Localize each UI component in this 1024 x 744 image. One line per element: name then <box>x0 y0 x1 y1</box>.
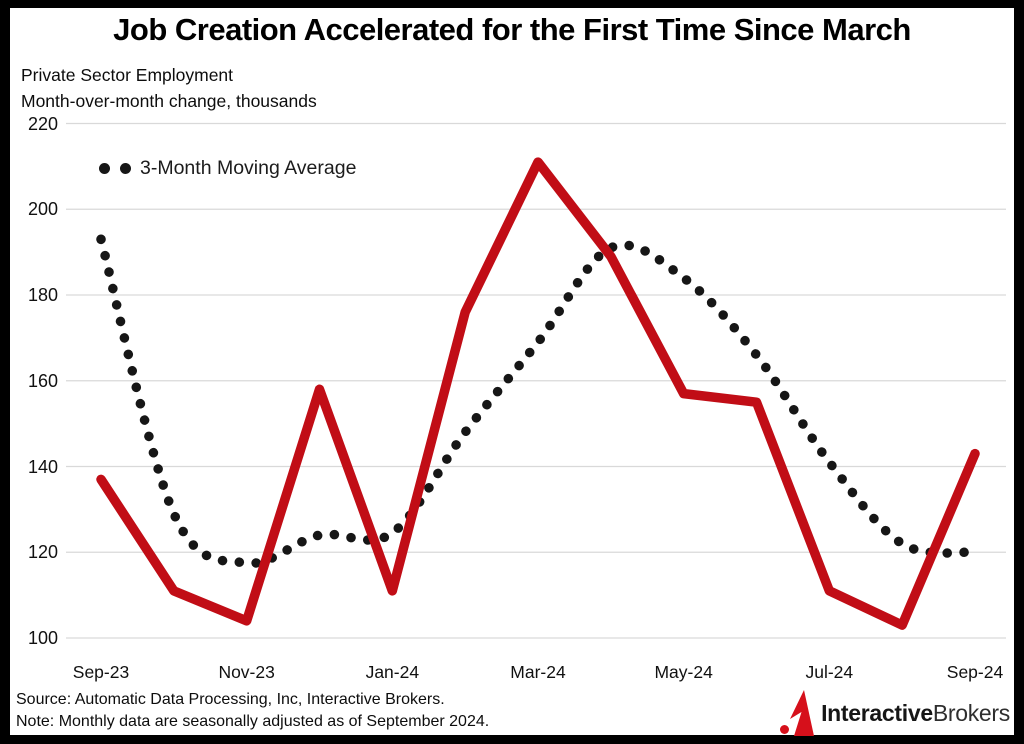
x-axis-label: Sep-23 <box>72 662 130 682</box>
y-axis-label: 120 <box>27 542 58 563</box>
chart-subtitle-line2: Month-over-month change, thousands <box>21 91 317 111</box>
y-axis-label: 180 <box>27 285 58 305</box>
y-axis-label: 140 <box>27 456 58 477</box>
logo-text-interactive: Interactive <box>821 699 933 726</box>
x-axis-label: Sep-24 <box>946 662 1004 682</box>
y-axis-label: 200 <box>27 199 58 220</box>
legend-dot-icon <box>99 162 110 174</box>
x-axis-label: May-24 <box>654 662 713 682</box>
logo-text-brokers: Brokers <box>932 699 1010 726</box>
x-axis-label: Mar-24 <box>510 662 566 682</box>
chart-title: Job Creation Accelerated for the First T… <box>113 12 911 47</box>
interactive-brokers-logo-icon <box>780 690 815 736</box>
legend-dot-icon <box>120 162 131 174</box>
y-axis-label: 160 <box>27 370 58 391</box>
legend: 3-Month Moving Average <box>99 156 357 179</box>
x-axis-label: Jan-24 <box>365 662 420 682</box>
source-note: Source: Automatic Data Processing, Inc, … <box>16 691 445 708</box>
legend-label: 3-Month Moving Average <box>140 156 357 179</box>
x-axis-label: Jul-24 <box>805 662 854 682</box>
y-axis-label: 220 <box>27 113 58 134</box>
data-note: Note: Monthly data are seasonally adjust… <box>16 713 490 730</box>
chart-canvas <box>10 8 1014 735</box>
x-axis-label: Nov-23 <box>218 662 275 682</box>
interactive-brokers-logo: Interactive Brokers <box>780 690 1010 736</box>
chart-subtitle-line1: Private Sector Employment <box>21 65 234 85</box>
y-axis-label: 100 <box>27 628 58 648</box>
